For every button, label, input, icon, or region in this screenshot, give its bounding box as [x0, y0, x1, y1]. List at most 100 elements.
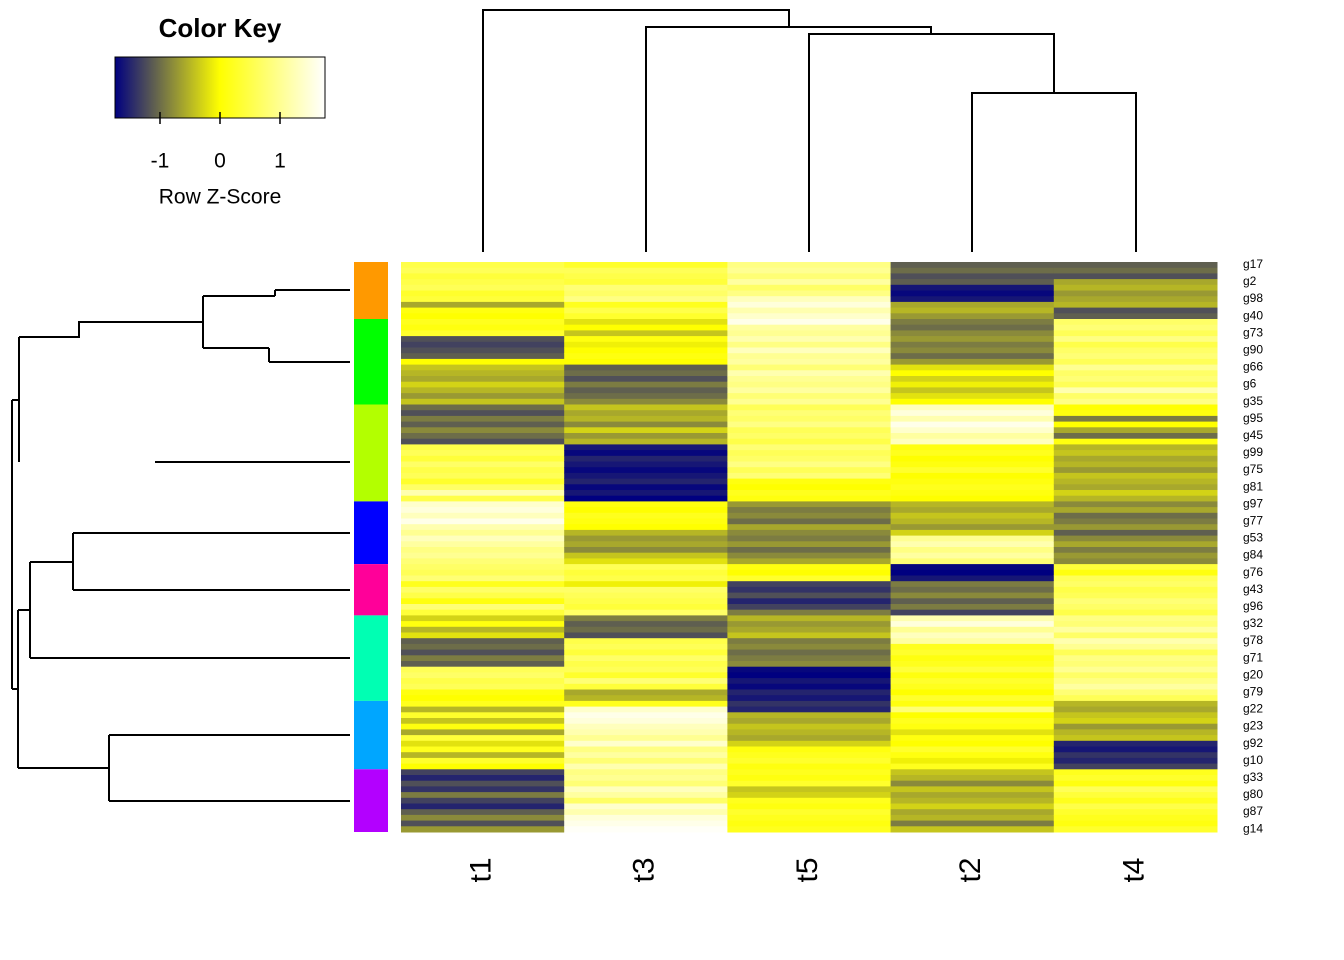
cell: [1053, 797, 1218, 804]
cell: [1053, 655, 1218, 662]
cell: [401, 797, 565, 804]
cell: [401, 267, 565, 274]
cell: [727, 330, 892, 337]
cell: [564, 262, 728, 269]
cell: [564, 575, 728, 582]
cell: [401, 598, 565, 605]
row-side-color: [354, 769, 388, 832]
cell: [1053, 809, 1218, 816]
cell: [890, 370, 1055, 377]
cell: [727, 626, 892, 633]
cell: [1053, 524, 1218, 531]
cell: [564, 729, 728, 736]
cell: [1053, 421, 1218, 428]
cell: [401, 404, 565, 411]
row-label: g90: [1243, 343, 1263, 357]
cell: [564, 586, 728, 594]
row-label: g81: [1243, 479, 1263, 493]
cell: [564, 301, 728, 309]
cell: [1053, 638, 1218, 645]
cell: [1053, 586, 1218, 594]
row-label: g23: [1243, 719, 1263, 733]
cell: [890, 746, 1055, 753]
cell: [727, 336, 892, 343]
cell: [401, 820, 565, 827]
cell: [890, 769, 1055, 776]
row-label: g43: [1243, 582, 1263, 596]
cell: [890, 398, 1055, 405]
cell: [890, 381, 1055, 388]
cell: [564, 273, 728, 280]
cell: [890, 575, 1055, 582]
cell: [564, 689, 728, 696]
cell: [401, 387, 565, 394]
cell: [564, 336, 728, 343]
cell: [564, 700, 728, 708]
cell: [727, 478, 892, 485]
cell: [401, 433, 565, 440]
cell: [890, 313, 1055, 320]
cell: [564, 290, 728, 297]
cell: [727, 723, 892, 730]
cell: [727, 820, 892, 827]
cell: [727, 529, 892, 537]
cell: [401, 330, 565, 337]
cell: [564, 757, 728, 765]
cell: [890, 387, 1055, 394]
cell: [1053, 364, 1218, 371]
cell: [727, 267, 892, 274]
cell: [890, 336, 1055, 343]
cell: [564, 450, 728, 457]
cell: [564, 814, 728, 822]
cell: [1053, 581, 1218, 588]
cell: [727, 438, 892, 445]
cell: [401, 501, 565, 508]
cell: [564, 478, 728, 485]
cell: [890, 735, 1055, 742]
cell: [401, 319, 565, 326]
cell: [401, 450, 565, 457]
column-label: t5: [791, 857, 824, 882]
cell: [564, 415, 728, 423]
cell: [564, 552, 728, 559]
cell: [1053, 495, 1218, 502]
cell: [727, 700, 892, 708]
cell: [727, 609, 892, 616]
cell: [401, 780, 565, 787]
row-label: g87: [1243, 804, 1263, 818]
cell: [564, 683, 728, 690]
cell: [890, 581, 1055, 588]
cell: [1053, 723, 1218, 730]
cell: [1053, 341, 1218, 348]
cell: [564, 626, 728, 633]
cell: [564, 786, 728, 793]
cell: [727, 296, 892, 303]
cell: [727, 814, 892, 822]
cell: [890, 484, 1055, 491]
cell: [564, 438, 728, 445]
cell: [727, 564, 892, 571]
cell: [401, 649, 565, 656]
cell: [727, 552, 892, 559]
cell: [1053, 507, 1218, 514]
cell: [564, 455, 728, 462]
cell: [727, 826, 892, 833]
cell: [1053, 564, 1218, 571]
row-label: g33: [1243, 770, 1263, 784]
cell: [564, 666, 728, 673]
row-label: g92: [1243, 736, 1263, 750]
cell: [564, 752, 728, 759]
cell: [890, 706, 1055, 713]
cell: [727, 769, 892, 776]
cell: [727, 581, 892, 588]
cell: [1053, 324, 1218, 331]
cell: [727, 604, 892, 611]
cell: [890, 803, 1055, 810]
cell: [1053, 649, 1218, 656]
row-label: g77: [1243, 514, 1263, 528]
cell: [890, 700, 1055, 708]
cell: [727, 735, 892, 742]
cell: [727, 273, 892, 280]
row-label: g80: [1243, 787, 1263, 801]
cell: [564, 472, 728, 480]
